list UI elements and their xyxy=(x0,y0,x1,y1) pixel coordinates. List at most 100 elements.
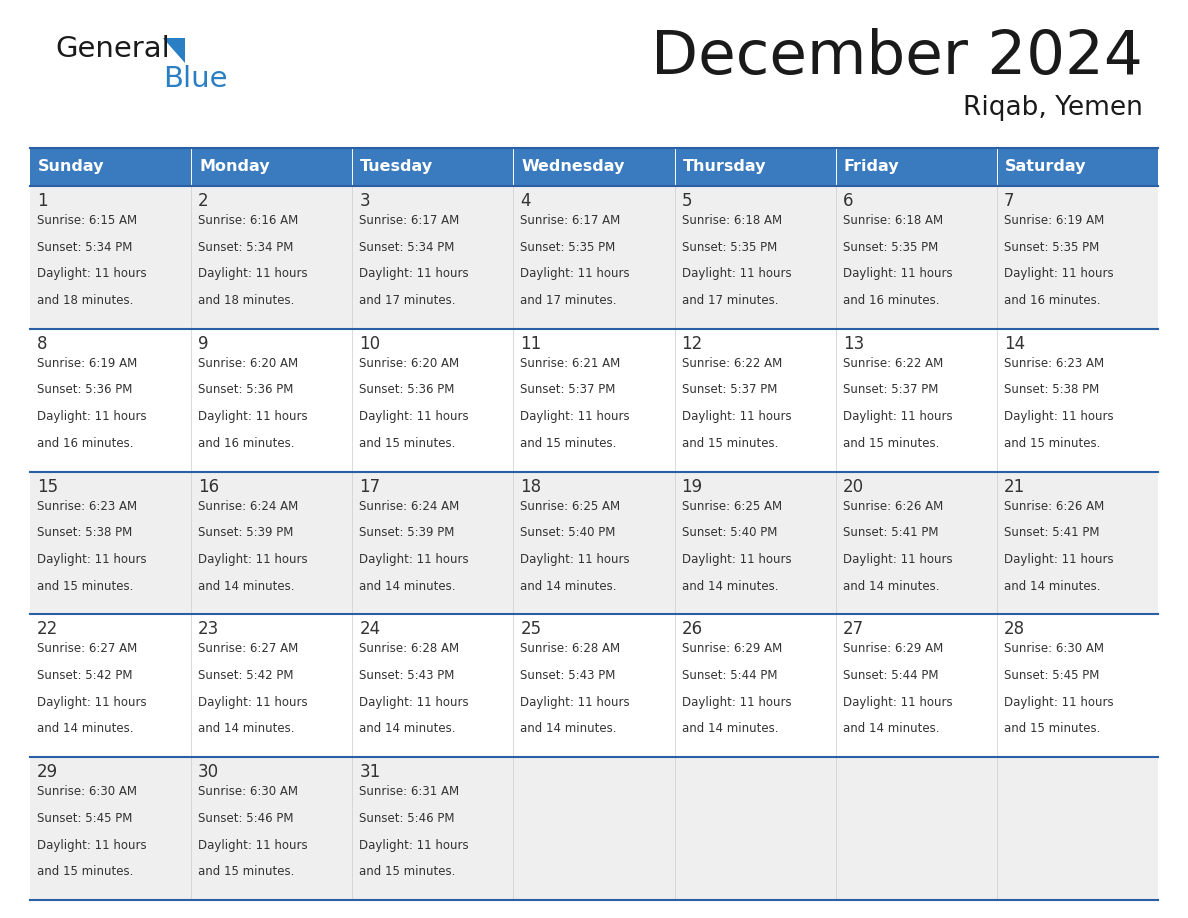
Text: Sunset: 5:34 PM: Sunset: 5:34 PM xyxy=(198,241,293,253)
Text: 10: 10 xyxy=(359,335,380,353)
Text: and 15 minutes.: and 15 minutes. xyxy=(842,437,939,450)
Text: Daylight: 11 hours: Daylight: 11 hours xyxy=(359,267,469,280)
Bar xyxy=(835,148,997,186)
Text: Sunrise: 6:22 AM: Sunrise: 6:22 AM xyxy=(842,357,943,370)
Text: and 17 minutes.: and 17 minutes. xyxy=(520,294,617,308)
Text: Sunset: 5:43 PM: Sunset: 5:43 PM xyxy=(359,669,455,682)
Text: Daylight: 11 hours: Daylight: 11 hours xyxy=(682,410,791,423)
Text: Daylight: 11 hours: Daylight: 11 hours xyxy=(520,696,630,709)
Text: Daylight: 11 hours: Daylight: 11 hours xyxy=(198,553,308,566)
Text: Sunrise: 6:22 AM: Sunrise: 6:22 AM xyxy=(682,357,782,370)
Text: Sunday: Sunday xyxy=(38,160,105,174)
Text: Sunrise: 6:23 AM: Sunrise: 6:23 AM xyxy=(37,499,137,512)
Text: Sunrise: 6:20 AM: Sunrise: 6:20 AM xyxy=(198,357,298,370)
Text: Sunset: 5:35 PM: Sunset: 5:35 PM xyxy=(682,241,777,253)
Text: and 14 minutes.: and 14 minutes. xyxy=(37,722,133,735)
Text: Sunset: 5:43 PM: Sunset: 5:43 PM xyxy=(520,669,615,682)
Text: Sunrise: 6:31 AM: Sunrise: 6:31 AM xyxy=(359,785,460,798)
Text: Daylight: 11 hours: Daylight: 11 hours xyxy=(37,839,146,852)
Text: 2: 2 xyxy=(198,192,209,210)
Text: Daylight: 11 hours: Daylight: 11 hours xyxy=(198,839,308,852)
Text: 19: 19 xyxy=(682,477,702,496)
Text: Sunrise: 6:29 AM: Sunrise: 6:29 AM xyxy=(842,643,943,655)
Text: Sunset: 5:38 PM: Sunset: 5:38 PM xyxy=(37,526,132,539)
Text: Monday: Monday xyxy=(200,160,270,174)
Text: Sunset: 5:34 PM: Sunset: 5:34 PM xyxy=(359,241,455,253)
Text: 4: 4 xyxy=(520,192,531,210)
Text: and 14 minutes.: and 14 minutes. xyxy=(842,722,940,735)
Bar xyxy=(513,148,675,186)
Text: Daylight: 11 hours: Daylight: 11 hours xyxy=(37,553,146,566)
Text: 1: 1 xyxy=(37,192,48,210)
Text: Sunset: 5:42 PM: Sunset: 5:42 PM xyxy=(198,669,293,682)
Text: 9: 9 xyxy=(198,335,209,353)
Text: Daylight: 11 hours: Daylight: 11 hours xyxy=(682,553,791,566)
Text: Daylight: 11 hours: Daylight: 11 hours xyxy=(1004,553,1113,566)
Text: and 17 minutes.: and 17 minutes. xyxy=(359,294,456,308)
Text: Sunset: 5:35 PM: Sunset: 5:35 PM xyxy=(1004,241,1099,253)
Text: 6: 6 xyxy=(842,192,853,210)
Text: and 15 minutes.: and 15 minutes. xyxy=(520,437,617,450)
Text: Sunrise: 6:16 AM: Sunrise: 6:16 AM xyxy=(198,214,298,227)
Text: Sunset: 5:41 PM: Sunset: 5:41 PM xyxy=(1004,526,1099,539)
Text: Sunrise: 6:17 AM: Sunrise: 6:17 AM xyxy=(359,214,460,227)
Text: Sunset: 5:37 PM: Sunset: 5:37 PM xyxy=(842,384,939,397)
Text: Sunset: 5:36 PM: Sunset: 5:36 PM xyxy=(37,384,132,397)
Text: and 15 minutes.: and 15 minutes. xyxy=(1004,437,1100,450)
Text: Sunrise: 6:24 AM: Sunrise: 6:24 AM xyxy=(198,499,298,512)
Text: Sunrise: 6:26 AM: Sunrise: 6:26 AM xyxy=(1004,499,1104,512)
Text: Sunrise: 6:25 AM: Sunrise: 6:25 AM xyxy=(520,499,620,512)
Text: Sunrise: 6:17 AM: Sunrise: 6:17 AM xyxy=(520,214,620,227)
Text: Sunrise: 6:27 AM: Sunrise: 6:27 AM xyxy=(37,643,138,655)
Text: Sunset: 5:38 PM: Sunset: 5:38 PM xyxy=(1004,384,1099,397)
Bar xyxy=(353,148,513,186)
Text: and 14 minutes.: and 14 minutes. xyxy=(682,722,778,735)
Text: 24: 24 xyxy=(359,621,380,638)
Text: Daylight: 11 hours: Daylight: 11 hours xyxy=(1004,696,1113,709)
Bar xyxy=(675,148,835,186)
Text: Daylight: 11 hours: Daylight: 11 hours xyxy=(842,553,953,566)
Text: Wednesday: Wednesday xyxy=(522,160,625,174)
Text: 8: 8 xyxy=(37,335,48,353)
Text: Sunrise: 6:18 AM: Sunrise: 6:18 AM xyxy=(682,214,782,227)
Text: Sunrise: 6:28 AM: Sunrise: 6:28 AM xyxy=(520,643,620,655)
Text: Sunrise: 6:20 AM: Sunrise: 6:20 AM xyxy=(359,357,460,370)
Text: Friday: Friday xyxy=(843,160,899,174)
Text: Daylight: 11 hours: Daylight: 11 hours xyxy=(842,410,953,423)
Text: Sunrise: 6:21 AM: Sunrise: 6:21 AM xyxy=(520,357,620,370)
Text: Daylight: 11 hours: Daylight: 11 hours xyxy=(198,696,308,709)
Text: 20: 20 xyxy=(842,477,864,496)
Text: and 14 minutes.: and 14 minutes. xyxy=(198,722,295,735)
Bar xyxy=(30,472,1158,614)
Text: Daylight: 11 hours: Daylight: 11 hours xyxy=(520,553,630,566)
Text: Sunrise: 6:18 AM: Sunrise: 6:18 AM xyxy=(842,214,943,227)
Bar xyxy=(30,614,1158,757)
Text: Sunset: 5:37 PM: Sunset: 5:37 PM xyxy=(520,384,615,397)
Text: Sunset: 5:39 PM: Sunset: 5:39 PM xyxy=(359,526,455,539)
Text: December 2024: December 2024 xyxy=(651,28,1143,87)
Text: and 14 minutes.: and 14 minutes. xyxy=(359,579,456,593)
Bar xyxy=(30,329,1158,472)
Text: Sunrise: 6:23 AM: Sunrise: 6:23 AM xyxy=(1004,357,1104,370)
Text: Daylight: 11 hours: Daylight: 11 hours xyxy=(682,696,791,709)
Text: and 15 minutes.: and 15 minutes. xyxy=(37,579,133,593)
Text: Sunset: 5:42 PM: Sunset: 5:42 PM xyxy=(37,669,133,682)
Text: and 14 minutes.: and 14 minutes. xyxy=(1004,579,1100,593)
Text: Sunset: 5:45 PM: Sunset: 5:45 PM xyxy=(37,812,132,825)
Text: and 14 minutes.: and 14 minutes. xyxy=(198,579,295,593)
Text: Sunrise: 6:19 AM: Sunrise: 6:19 AM xyxy=(37,357,138,370)
Text: Sunset: 5:36 PM: Sunset: 5:36 PM xyxy=(198,384,293,397)
Text: Tuesday: Tuesday xyxy=(360,160,434,174)
Text: Sunset: 5:41 PM: Sunset: 5:41 PM xyxy=(842,526,939,539)
Text: Sunset: 5:36 PM: Sunset: 5:36 PM xyxy=(359,384,455,397)
Text: General: General xyxy=(55,35,170,63)
Text: 7: 7 xyxy=(1004,192,1015,210)
Text: 11: 11 xyxy=(520,335,542,353)
Text: Saturday: Saturday xyxy=(1005,160,1086,174)
Text: and 15 minutes.: and 15 minutes. xyxy=(198,866,295,879)
Text: Daylight: 11 hours: Daylight: 11 hours xyxy=(359,553,469,566)
Text: Daylight: 11 hours: Daylight: 11 hours xyxy=(842,267,953,280)
Text: Sunrise: 6:30 AM: Sunrise: 6:30 AM xyxy=(198,785,298,798)
Bar xyxy=(191,148,353,186)
Text: and 15 minutes.: and 15 minutes. xyxy=(37,866,133,879)
